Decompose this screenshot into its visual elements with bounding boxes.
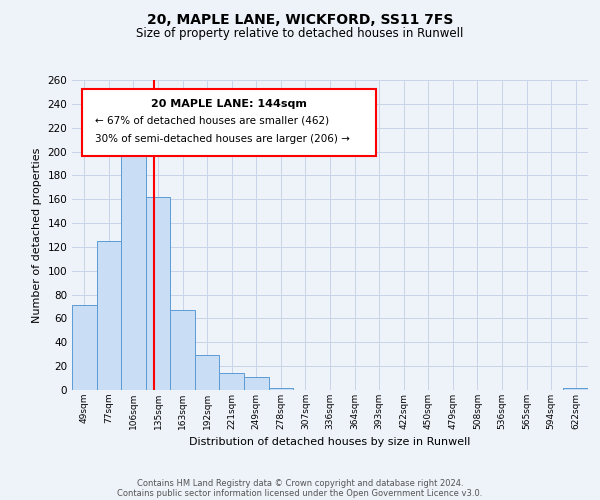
Bar — [563, 388, 588, 390]
Bar — [121, 148, 146, 390]
FancyBboxPatch shape — [82, 90, 376, 156]
Bar — [146, 197, 170, 390]
Bar — [72, 306, 97, 390]
Text: Contains HM Land Registry data © Crown copyright and database right 2024.: Contains HM Land Registry data © Crown c… — [137, 478, 463, 488]
Text: 20 MAPLE LANE: 144sqm: 20 MAPLE LANE: 144sqm — [151, 98, 307, 108]
Text: Contains public sector information licensed under the Open Government Licence v3: Contains public sector information licen… — [118, 488, 482, 498]
Bar — [97, 241, 121, 390]
X-axis label: Distribution of detached houses by size in Runwell: Distribution of detached houses by size … — [190, 438, 470, 448]
Text: Size of property relative to detached houses in Runwell: Size of property relative to detached ho… — [136, 28, 464, 40]
Bar — [170, 310, 195, 390]
Bar — [244, 377, 269, 390]
Bar — [269, 388, 293, 390]
Text: 20, MAPLE LANE, WICKFORD, SS11 7FS: 20, MAPLE LANE, WICKFORD, SS11 7FS — [147, 12, 453, 26]
Y-axis label: Number of detached properties: Number of detached properties — [32, 148, 42, 322]
Text: ← 67% of detached houses are smaller (462): ← 67% of detached houses are smaller (46… — [95, 116, 329, 126]
Bar — [220, 374, 244, 390]
Text: 30% of semi-detached houses are larger (206) →: 30% of semi-detached houses are larger (… — [95, 134, 350, 144]
Bar — [195, 356, 220, 390]
